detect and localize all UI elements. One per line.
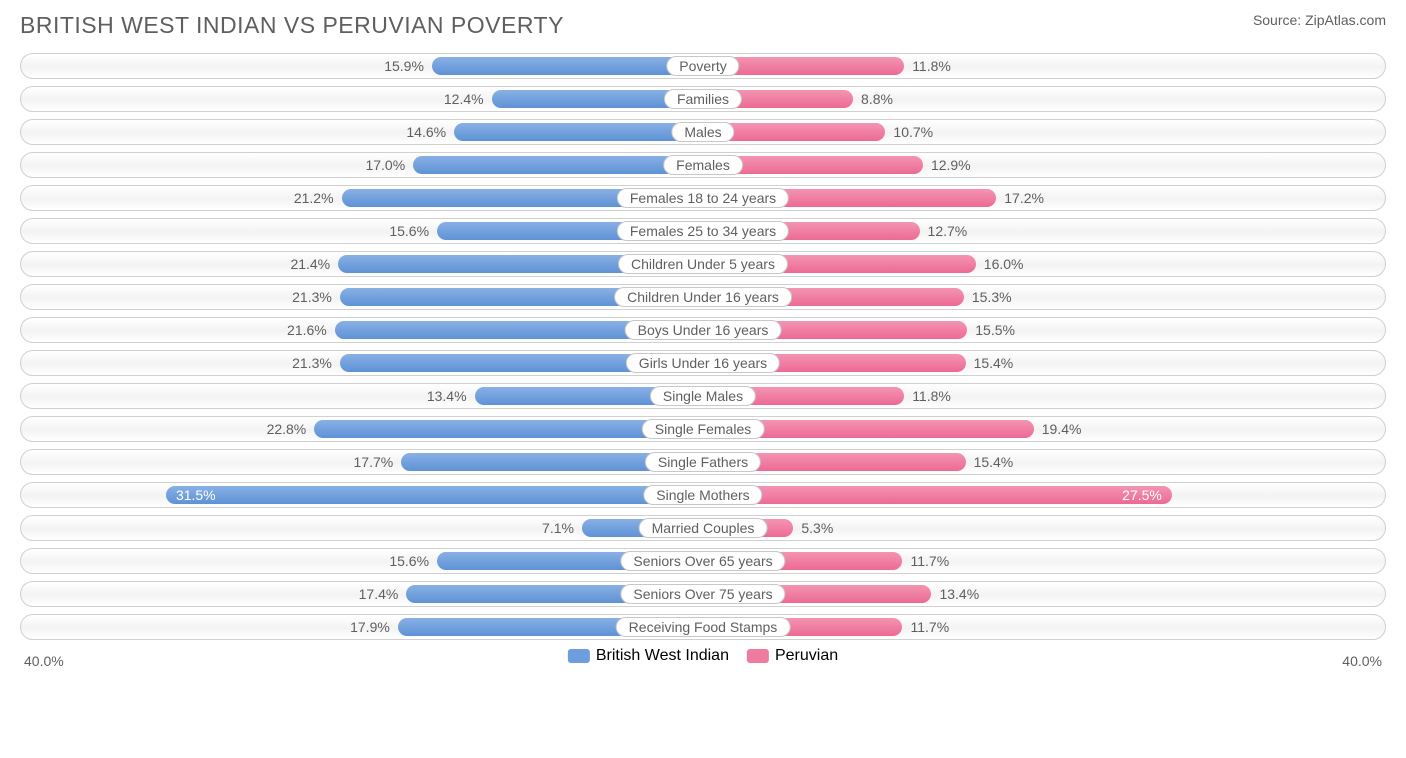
value-right: 15.4% [966,450,1014,474]
category-label: Single Mothers [643,485,762,505]
legend: British West Indian Peruvian [568,647,838,665]
chart-row: 21.3% 15.3% Children Under 16 years [20,284,1386,310]
value-right: 11.7% [902,549,949,573]
value-left: 17.7% [354,450,402,474]
chart-row: 21.6% 15.5% Boys Under 16 years [20,317,1386,343]
value-left: 7.1% [542,516,582,540]
value-right: 15.4% [966,351,1014,375]
category-label: Families [664,89,742,109]
chart-header: BRITISH WEST INDIAN VS PERUVIAN POVERTY … [20,12,1386,39]
chart-row: 7.1% 5.3% Married Couples [20,515,1386,541]
chart-row: 17.9% 11.7% Receiving Food Stamps [20,614,1386,640]
value-left: 17.4% [359,582,407,606]
value-right: 17.2% [996,186,1044,210]
value-right: 5.3% [793,516,833,540]
chart-row: 15.6% 12.7% Females 25 to 34 years [20,218,1386,244]
value-left: 13.4% [427,384,475,408]
category-label: Single Males [650,386,756,406]
category-label: Poverty [666,56,739,76]
value-left: 15.6% [389,219,437,243]
value-left: 12.4% [444,87,492,111]
value-left: 15.6% [389,549,437,573]
value-left: 21.3% [292,351,340,375]
source-attribution: Source: ZipAtlas.com [1253,12,1386,28]
chart-row: 17.7% 15.4% Single Fathers [20,449,1386,475]
category-label: Single Females [642,419,765,439]
value-left: 22.8% [267,417,315,441]
value-right: 11.7% [902,615,949,639]
chart-row: 15.9% 11.8% Poverty [20,53,1386,79]
value-right: 27.5% [703,483,1172,507]
category-label: Married Couples [639,518,768,538]
chart-row: 17.0% 12.9% Females [20,152,1386,178]
value-left: 21.3% [292,285,340,309]
chart-row: 13.4% 11.8% Single Males [20,383,1386,409]
value-right: 13.4% [931,582,979,606]
chart-row: 22.8% 19.4% Single Females [20,416,1386,442]
diverging-bar-chart: 15.9%11.8%Poverty12.4%8.8%Families14.6%1… [20,53,1386,640]
category-label: Children Under 5 years [618,254,788,274]
chart-row: 21.4% 16.0% Children Under 5 years [20,251,1386,277]
category-label: Females 25 to 34 years [617,221,789,241]
legend-label-left: British West Indian [596,647,729,665]
value-right: 11.8% [904,54,951,78]
value-left: 21.2% [294,186,342,210]
value-left: 14.6% [406,120,454,144]
category-label: Males [671,122,734,142]
chart-row: 31.5%27.5%Single Mothers [20,482,1386,508]
value-right: 19.4% [1034,417,1082,441]
value-left: 21.4% [290,252,338,276]
category-label: Children Under 16 years [614,287,792,307]
chart-row: 12.4% 8.8% Families [20,86,1386,112]
value-right: 15.5% [967,318,1015,342]
chart-title: BRITISH WEST INDIAN VS PERUVIAN POVERTY [20,12,564,39]
category-label: Receiving Food Stamps [616,617,791,637]
bar-left [432,57,703,75]
value-left: 17.0% [365,153,413,177]
category-label: Females [663,155,743,175]
legend-item-left: British West Indian [568,647,729,665]
category-label: Single Fathers [645,452,761,472]
value-left: 15.9% [384,54,432,78]
legend-swatch-left [568,649,590,663]
legend-item-right: Peruvian [747,647,838,665]
chart-row: 21.3% 15.4% Girls Under 16 years [20,350,1386,376]
value-left: 21.6% [287,318,335,342]
chart-row: 17.4% 13.4% Seniors Over 75 years [20,581,1386,607]
bar-left [413,156,703,174]
bar-left [454,123,703,141]
legend-label-right: Peruvian [775,647,838,665]
value-left: 17.9% [350,615,398,639]
value-left: 31.5% [166,483,703,507]
legend-swatch-right [747,649,769,663]
value-right: 11.8% [904,384,951,408]
value-right: 15.3% [964,285,1012,309]
category-label: Seniors Over 65 years [620,551,785,571]
chart-footer: 40.0% 40.0% British West Indian Peruvian [20,647,1386,669]
chart-row: 15.6% 11.7% Seniors Over 65 years [20,548,1386,574]
chart-row: 21.2% 17.2% Females 18 to 24 years [20,185,1386,211]
value-right: 12.7% [920,219,968,243]
category-label: Girls Under 16 years [626,353,780,373]
value-right: 10.7% [885,120,933,144]
value-right: 12.9% [923,153,971,177]
category-label: Seniors Over 75 years [620,584,785,604]
chart-row: 14.6% 10.7% Males [20,119,1386,145]
value-right: 16.0% [976,252,1024,276]
value-right: 8.8% [853,87,893,111]
category-label: Boys Under 16 years [625,320,782,340]
category-label: Females 18 to 24 years [617,188,789,208]
